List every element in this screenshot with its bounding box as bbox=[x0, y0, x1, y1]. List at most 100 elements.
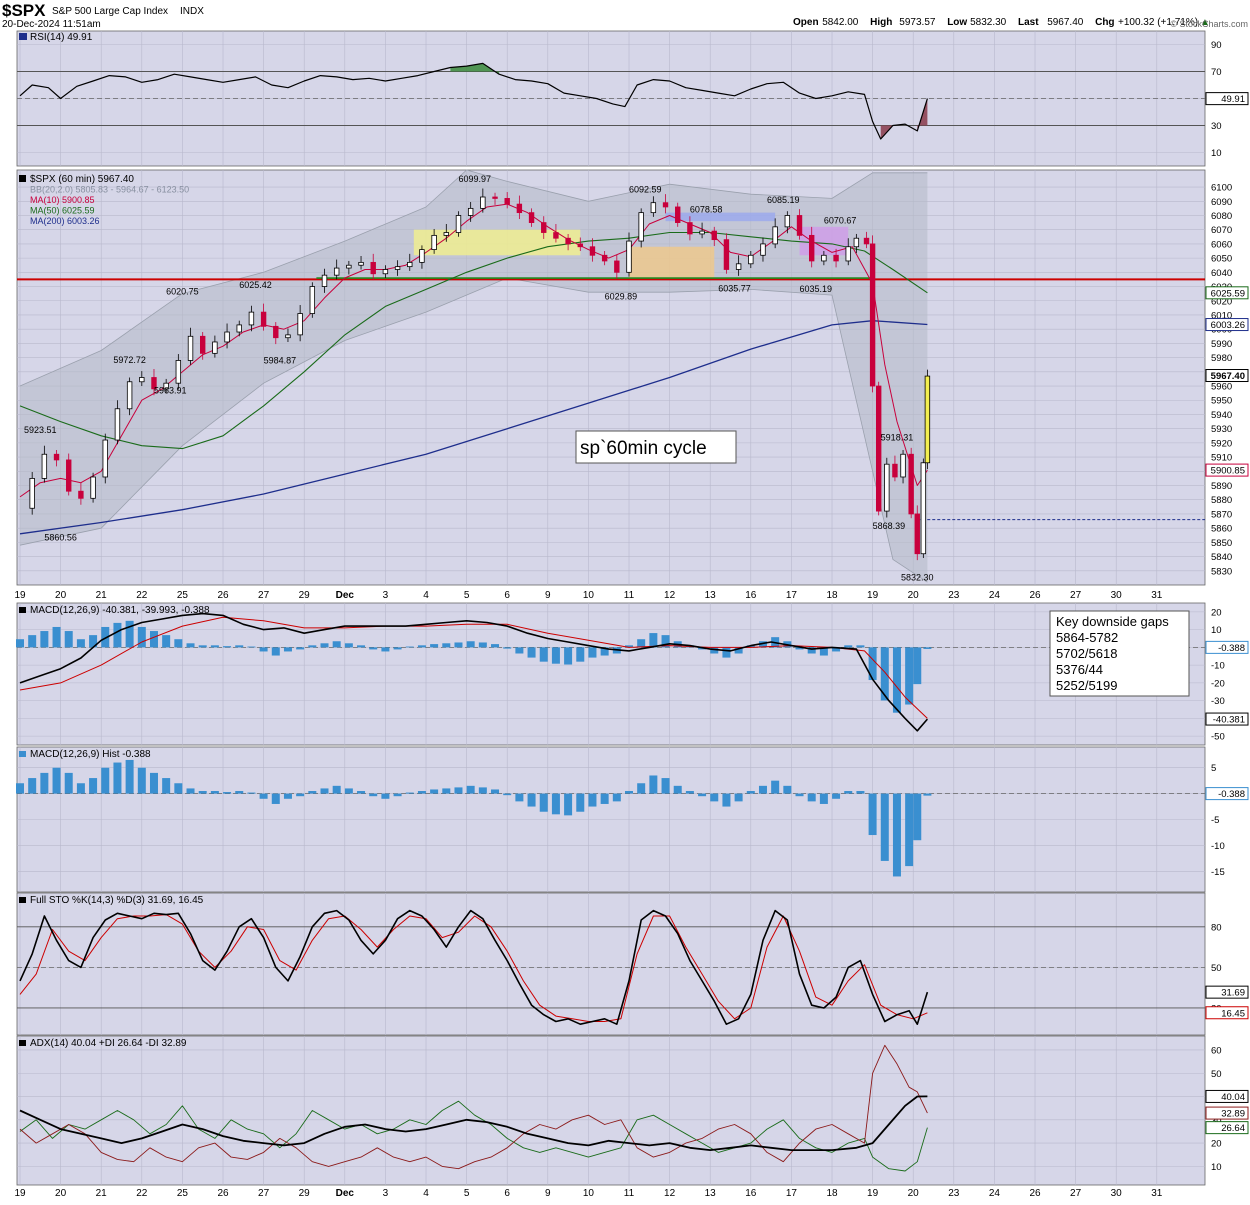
candle-body bbox=[662, 202, 669, 208]
price-point-label: 5984.87 bbox=[264, 356, 297, 366]
stoch-d-line bbox=[19, 914, 928, 1022]
price-tick-label: 5930 bbox=[1211, 424, 1232, 435]
hist-tick-label: -5 bbox=[1211, 815, 1219, 826]
adx-value-tag-box bbox=[1205, 1089, 1249, 1103]
x-axis-label-bottom: 26 bbox=[1029, 1188, 1041, 1199]
candle-body bbox=[914, 513, 920, 555]
histogram-bar bbox=[576, 793, 585, 812]
hist-tick-label: -10 bbox=[1211, 841, 1225, 852]
histogram-bar bbox=[76, 783, 85, 794]
ohlc-label: High bbox=[870, 17, 892, 28]
histogram-bar bbox=[515, 793, 524, 802]
x-axis-label: 9 bbox=[545, 590, 551, 601]
stoch-k-tag-box bbox=[1205, 985, 1249, 999]
macd-tick-label: -50 bbox=[1211, 732, 1225, 743]
candle-body bbox=[626, 240, 632, 273]
candle-body bbox=[66, 459, 72, 492]
macd-hist-bar bbox=[637, 639, 646, 648]
candle-body bbox=[869, 243, 876, 387]
price-tick-label: 6020 bbox=[1211, 296, 1232, 307]
candle-body bbox=[41, 453, 48, 479]
price-point-label: 6035.19 bbox=[799, 284, 832, 294]
symbol-name: S&P 500 Large Cap Index bbox=[52, 6, 168, 17]
x-axis-label-bottom: 27 bbox=[258, 1188, 270, 1199]
histogram-bar bbox=[16, 783, 24, 794]
x-axis-label-bottom: 30 bbox=[1111, 1188, 1123, 1199]
histogram-bar bbox=[698, 793, 707, 797]
candle-body bbox=[638, 212, 644, 242]
x-axis-label: 18 bbox=[826, 590, 838, 601]
candle-body bbox=[748, 254, 754, 265]
price-value-tag-box bbox=[1205, 463, 1249, 477]
candle-body bbox=[821, 254, 827, 262]
x-axis-label-bottom: 6 bbox=[504, 1188, 510, 1199]
macd-hist-bar bbox=[40, 631, 49, 648]
plus-di-tag-box bbox=[1205, 1121, 1249, 1135]
x-axis-label-bottom: 19 bbox=[867, 1188, 879, 1199]
macd-hist-bar bbox=[710, 647, 719, 654]
x-axis-label: 20 bbox=[55, 590, 67, 601]
histogram-bar bbox=[771, 780, 780, 794]
x-axis-label: 3 bbox=[383, 590, 389, 601]
ohlc-label: Low bbox=[947, 17, 967, 28]
rsi-tick-label: 70 bbox=[1211, 67, 1222, 78]
macd-hist-bar bbox=[259, 647, 268, 652]
x-axis-label-bottom: 26 bbox=[217, 1188, 229, 1199]
rsi-legend-swatch bbox=[19, 33, 27, 40]
candle-body bbox=[845, 246, 851, 262]
candle-body bbox=[212, 341, 218, 354]
candle-body bbox=[796, 215, 803, 236]
price-point-label: 5923.51 bbox=[24, 425, 57, 435]
macd-hist-bar bbox=[491, 644, 500, 648]
highlight-zone bbox=[629, 246, 715, 279]
price-tick-label: 6100 bbox=[1211, 183, 1232, 194]
stoch-d-tag-box bbox=[1205, 1006, 1249, 1020]
histogram-bar bbox=[454, 787, 463, 794]
macd-hist-bar bbox=[405, 646, 414, 648]
macd-hist-bar bbox=[101, 626, 110, 648]
macd-hist-bar bbox=[913, 647, 922, 685]
candle-body bbox=[90, 476, 96, 499]
x-axis-label-bottom: Dec bbox=[336, 1188, 355, 1199]
price-tick-label: 5950 bbox=[1211, 396, 1232, 407]
histogram-bar bbox=[844, 791, 853, 794]
x-axis-label-bottom: 29 bbox=[299, 1188, 311, 1199]
candle-body bbox=[419, 249, 425, 263]
candle-body bbox=[650, 202, 657, 214]
histogram-bar bbox=[923, 793, 932, 796]
macd-hist-bar bbox=[332, 641, 341, 648]
price-value-tag-box bbox=[1205, 318, 1249, 332]
price-point-label: 6020.75 bbox=[166, 287, 199, 297]
histogram-bar bbox=[40, 772, 49, 794]
price-tick-label: 5830 bbox=[1211, 566, 1232, 577]
histogram-bar bbox=[564, 793, 573, 816]
histogram-bar bbox=[369, 793, 378, 797]
candle-body bbox=[333, 267, 340, 276]
x-axis-label-bottom: 13 bbox=[705, 1188, 717, 1199]
x-axis-label: 25 bbox=[177, 590, 189, 601]
histogram-bar bbox=[722, 793, 731, 807]
price-point-label: 6070.67 bbox=[824, 216, 857, 226]
histogram-bar bbox=[673, 785, 682, 794]
candle-body bbox=[187, 335, 194, 361]
adx-tick-label: 10 bbox=[1211, 1162, 1222, 1173]
candle-body bbox=[892, 463, 898, 478]
price-legend-line: $SPX (60 min) 5967.40 bbox=[30, 174, 134, 185]
histogram-bar bbox=[174, 783, 183, 794]
histogram-bar bbox=[137, 767, 146, 794]
histogram-bar bbox=[661, 778, 670, 794]
x-axis-label: 26 bbox=[1029, 590, 1041, 601]
histogram-bar bbox=[710, 793, 719, 802]
candle-body bbox=[297, 313, 303, 336]
macd-hist-bar bbox=[320, 643, 329, 648]
histogram-bar bbox=[357, 791, 366, 794]
macd-hist-bar bbox=[16, 639, 24, 648]
macd-hist-bar bbox=[892, 647, 901, 713]
candle-body bbox=[236, 324, 242, 333]
macd-hist-bar bbox=[369, 647, 378, 650]
histogram-bar bbox=[101, 767, 110, 794]
price-tick-label: 6080 bbox=[1211, 211, 1232, 222]
histogram-bar bbox=[430, 789, 439, 794]
candle-body bbox=[577, 243, 583, 248]
histogram-bar bbox=[649, 775, 658, 794]
